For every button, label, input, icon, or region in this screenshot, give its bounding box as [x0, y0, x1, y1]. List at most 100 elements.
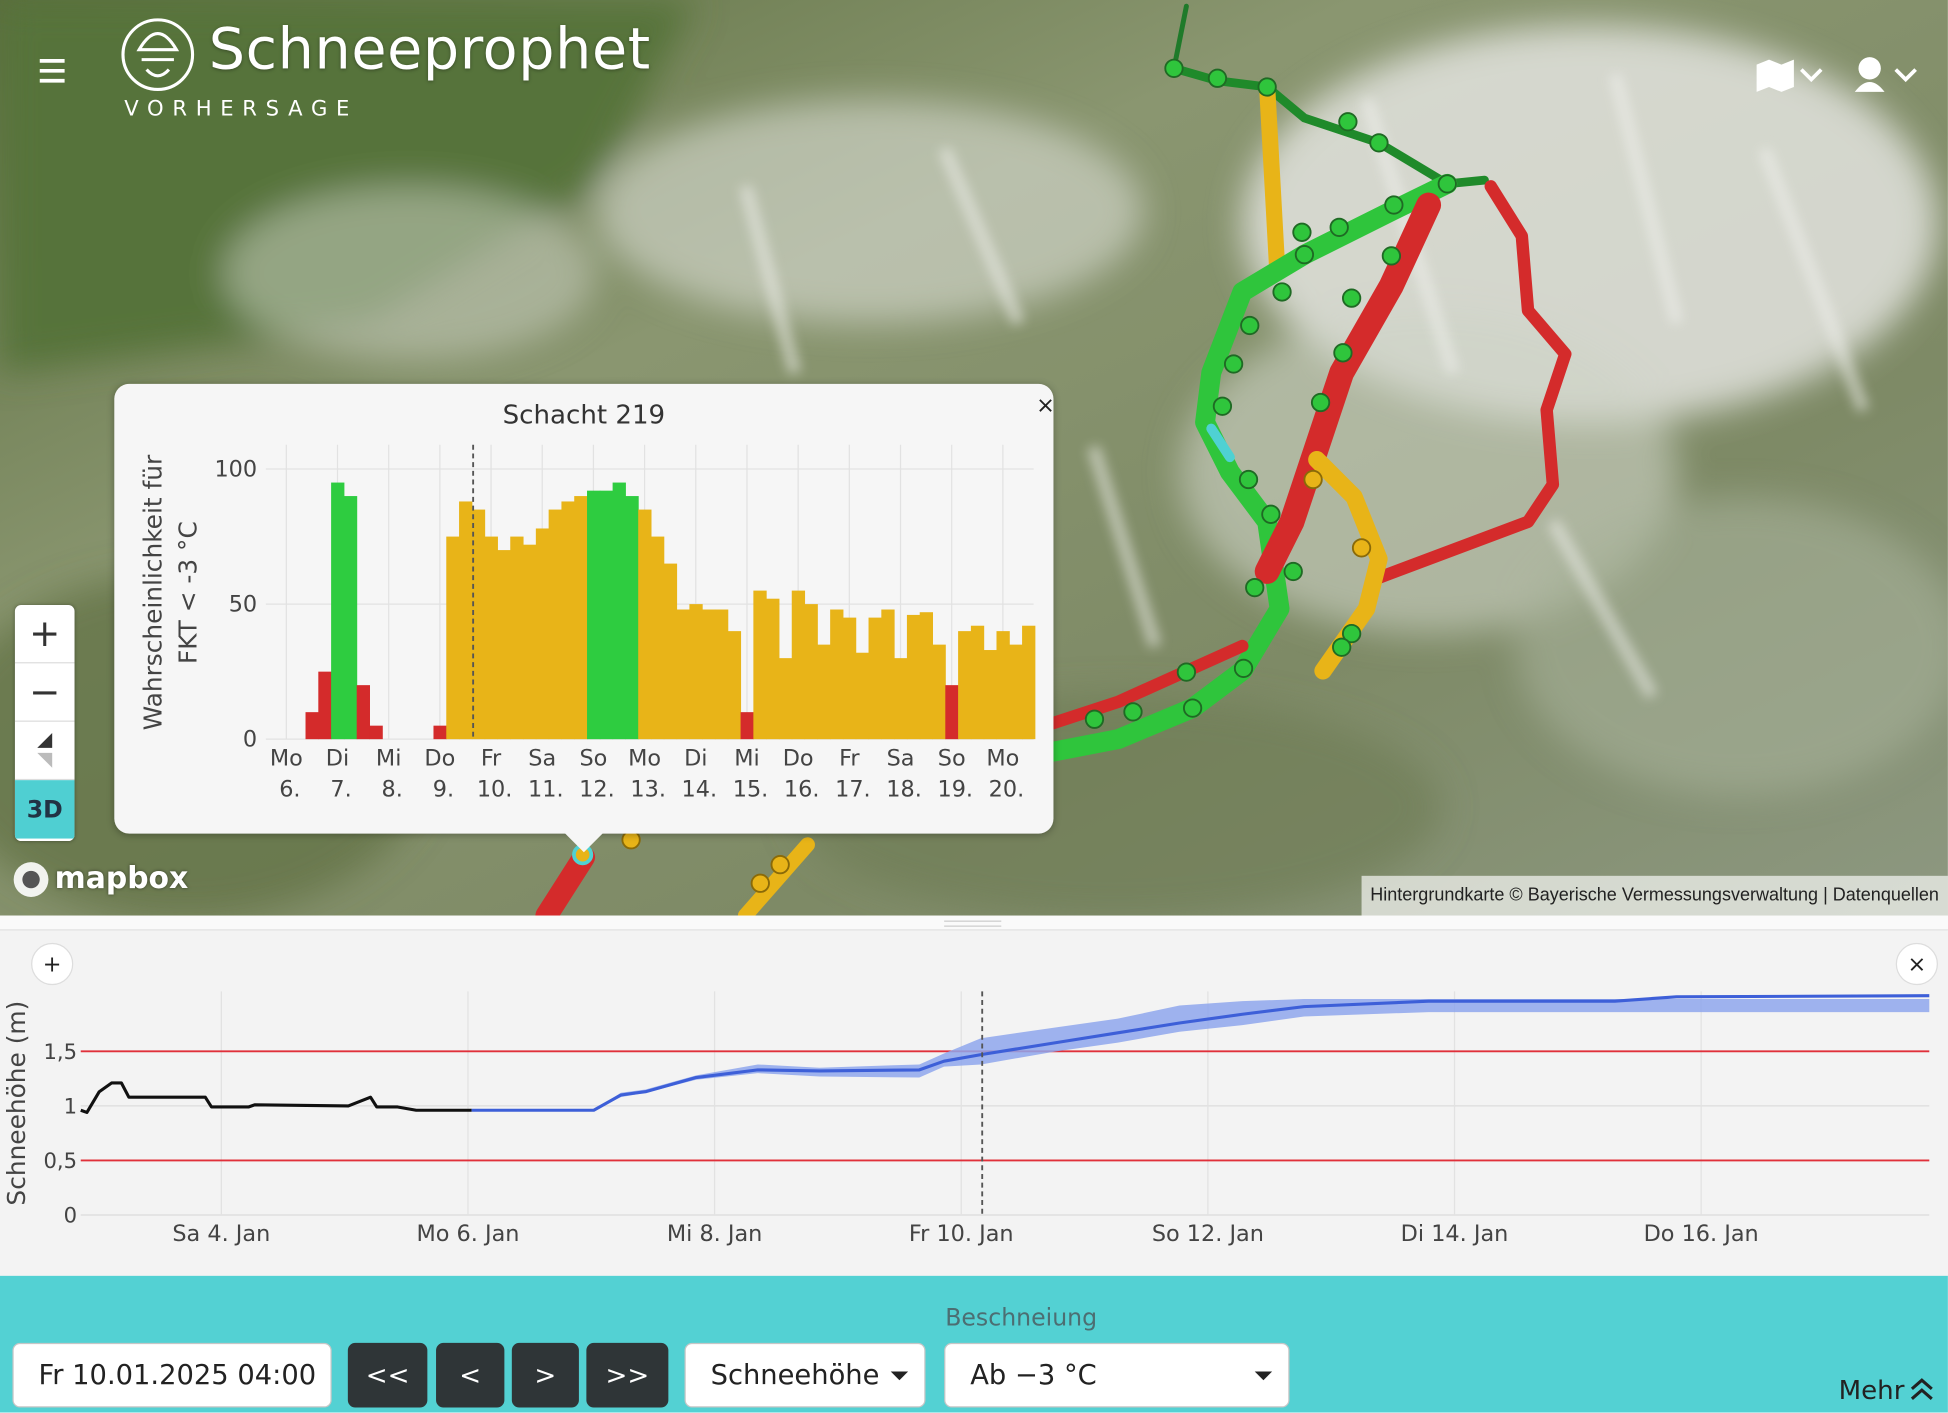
x-tick-label: So 12. [572, 745, 615, 802]
bar [510, 536, 524, 740]
snow-guns[interactable] [1084, 58, 1457, 729]
zoom-out[interactable]: − [14, 663, 75, 722]
x-tick-label: Di 14. [674, 745, 717, 802]
bar [804, 604, 818, 740]
menu-icon[interactable] [39, 59, 65, 83]
x-tick-label: Mo 20. [982, 745, 1025, 802]
x-tick-label: Do 9. [424, 745, 455, 802]
x-tick-label: Fr 10. [470, 745, 513, 802]
mapbox-mark [13, 862, 49, 897]
app-subtitle: VORHERSAGE [124, 96, 359, 122]
bar [945, 685, 959, 740]
bar [599, 490, 614, 740]
drag-handle[interactable] [944, 920, 1002, 927]
more-button[interactable]: Mehr [1839, 1375, 1936, 1405]
step-button[interactable]: < [436, 1342, 505, 1408]
app-title[interactable]: Schneeprophet [208, 14, 651, 82]
step-button[interactable]: >> [586, 1342, 669, 1408]
x-tick-label: So 19. [930, 745, 973, 802]
panel-add[interactable]: + [31, 942, 74, 986]
bar [561, 501, 575, 740]
bar [727, 631, 742, 740]
more-label: Mehr [1838, 1375, 1905, 1406]
x-tick-label: Sa 18. [879, 745, 922, 802]
bar [740, 712, 754, 740]
y-tick-label: 0,5 [43, 1148, 77, 1173]
bar [433, 725, 447, 740]
bar [638, 509, 652, 740]
bar [932, 644, 946, 740]
compass[interactable] [14, 722, 75, 781]
y-tick-label: 0 [64, 1202, 77, 1227]
bar [331, 482, 345, 740]
bar [343, 496, 358, 740]
bar [574, 496, 588, 740]
bar [778, 658, 793, 740]
variable-select[interactable]: Schneehöhe [684, 1342, 926, 1408]
x-tick-label: Do 16. [777, 745, 820, 802]
forecast-line [471, 994, 1930, 1112]
bar [369, 725, 383, 740]
x-tick-label: Do 16. Jan [1644, 1221, 1759, 1247]
bar [791, 590, 806, 740]
bar [702, 609, 716, 740]
bar [842, 617, 857, 740]
x-tick-label: Mi 15. [726, 745, 769, 802]
mode-3d[interactable]: 3D [14, 780, 75, 839]
x-tick-label: So 12. Jan [1152, 1221, 1264, 1247]
lift [1171, 3, 1189, 71]
bar [356, 685, 370, 740]
datetime-input[interactable]: Fr 10.01.2025 04:00 [12, 1342, 332, 1408]
piste-red [1372, 180, 1572, 584]
panel-close[interactable]: × [1895, 942, 1938, 986]
bar [970, 625, 985, 740]
y-tick-label: 50 [229, 592, 257, 618]
bar [689, 604, 703, 740]
map-attribution[interactable]: Hintergrundkarte © Bayerische Vermessung… [1361, 875, 1948, 916]
bar [625, 496, 639, 740]
bar [318, 671, 332, 740]
bar [894, 658, 908, 740]
section-label: Beschneiung [945, 1304, 1098, 1332]
zoom-in[interactable]: + [14, 605, 75, 664]
bar [868, 617, 882, 740]
x-tick-label: Sa 4. Jan [172, 1221, 270, 1247]
selected-segment [1206, 423, 1235, 463]
popup-pointer [561, 829, 607, 853]
y-tick-label: 0 [243, 727, 257, 753]
popup-close[interactable]: × [1036, 392, 1055, 419]
bar [446, 536, 460, 740]
x-tick-label: Mi 8. Jan [667, 1221, 763, 1247]
terrain-texture [0, 0, 1948, 916]
piste-red [535, 846, 596, 916]
bar [714, 609, 729, 740]
bar [753, 590, 767, 740]
dropdown-arrow [890, 1371, 909, 1381]
bar [612, 482, 626, 740]
layers-icon[interactable] [1756, 59, 1823, 92]
y-tick-label: 1,5 [43, 1039, 77, 1064]
bar [587, 490, 601, 740]
y-axis-label: FKT < -3 °C [173, 521, 202, 664]
bar [484, 536, 498, 740]
bar [817, 644, 831, 740]
map[interactable] [0, 0, 1948, 916]
x-tick-label: Fr 17. [828, 745, 871, 802]
threshold-select[interactable]: Ab −3 °C [944, 1342, 1290, 1408]
bar [881, 609, 895, 740]
step-button[interactable]: > [511, 1342, 579, 1408]
x-tick-label: Sa 11. [521, 745, 564, 802]
bar [676, 609, 690, 740]
user-icon[interactable] [1854, 57, 1917, 92]
map-logo: mapbox [54, 860, 189, 896]
chevron-up [1910, 1378, 1933, 1400]
bar [651, 536, 665, 740]
bar [548, 509, 562, 740]
step-button[interactable]: << [347, 1342, 428, 1408]
x-tick-label: Fr 10. Jan [909, 1221, 1014, 1247]
panel-divider[interactable] [0, 915, 1948, 931]
bar [919, 612, 934, 740]
